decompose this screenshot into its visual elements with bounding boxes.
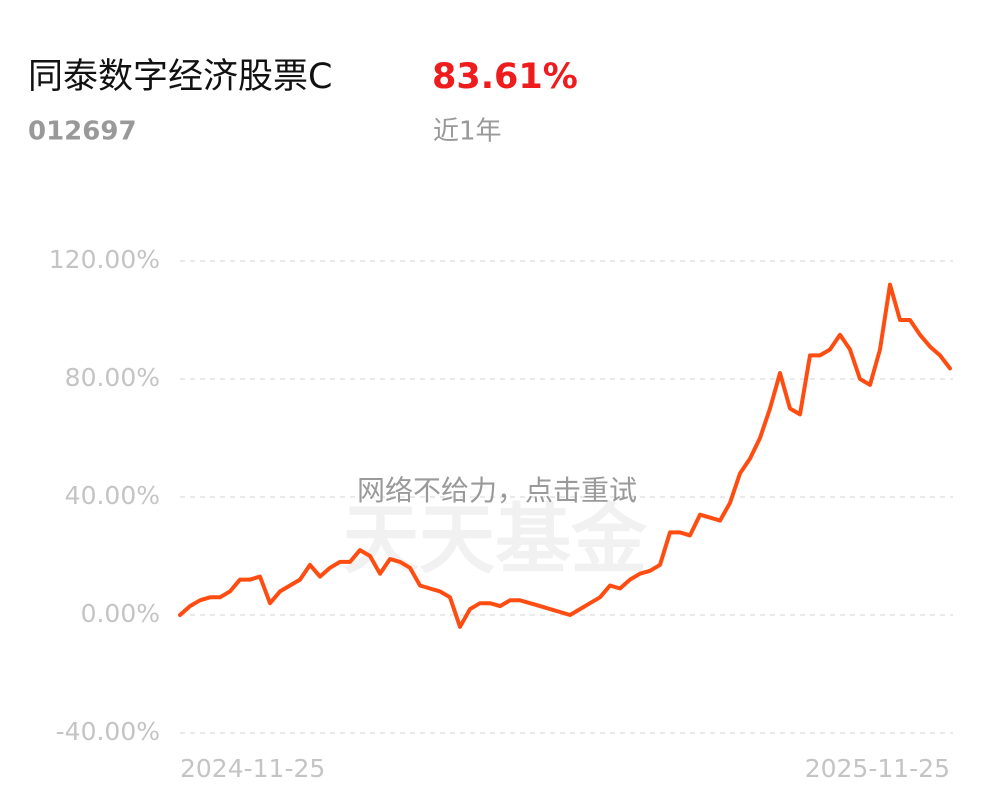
line xyxy=(178,282,952,629)
y-tick-label: 120.00% xyxy=(49,245,160,274)
retry-message[interactable]: 网络不给力，点击重试 xyxy=(357,474,637,507)
fund-code: 012697 xyxy=(28,117,137,147)
y-tick-label: -40.00% xyxy=(56,717,160,746)
x-tick-label: 2024-11-25 xyxy=(180,754,325,783)
y-tick-label: 40.00% xyxy=(65,481,160,510)
watermark: 天天基金 xyxy=(343,495,648,584)
period: 近1年 xyxy=(433,117,502,147)
fund-name: 同泰数字经济股票C xyxy=(28,57,332,97)
x-tick-label: 2025-11-25 xyxy=(805,754,950,783)
return: 83.61% xyxy=(432,57,578,97)
y-tick-label: 0.00% xyxy=(81,599,160,628)
y-tick-label: 80.00% xyxy=(65,363,160,392)
